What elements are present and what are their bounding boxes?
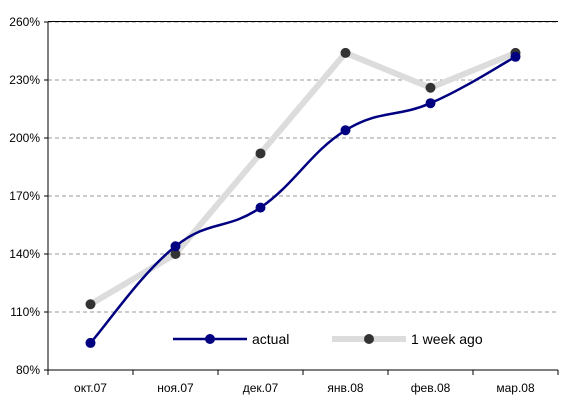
data-point-actual (510, 51, 521, 62)
data-point-1-week-ago (340, 47, 351, 58)
x-tick-label: мар.08 (496, 381, 535, 395)
data-point-1-week-ago (170, 249, 181, 259)
y-tick-label: 260% (9, 15, 40, 29)
data-point-actual (85, 337, 96, 348)
data-point-actual (170, 241, 181, 252)
data-point-actual (255, 202, 266, 213)
series-line-1-week-ago (87, 49, 519, 308)
y-tick-label: 230% (9, 73, 40, 87)
legend-swatch-marker-1-week-ago (364, 334, 374, 344)
y-tick-label: 110% (10, 305, 40, 319)
legend: actual 1 week ago (173, 331, 483, 347)
y-tick-label: 200% (9, 131, 40, 145)
legend-label-1-week-ago: 1 week ago (411, 331, 483, 347)
x-tick-label: дек.07 (243, 381, 279, 395)
series-layer (85, 47, 521, 348)
y-tick-label: 80% (16, 363, 40, 377)
data-point-1-week-ago (255, 148, 266, 159)
y-tick-label: 170% (9, 189, 40, 203)
x-tick-labels: окт.07 ноя.07 дек.07 янв.08 фев.08 мар.08 (47, 370, 559, 395)
data-point-actual (425, 98, 436, 109)
data-point-1-week-ago (85, 299, 96, 310)
legend-swatch-marker-actual (205, 334, 215, 344)
data-point-actual (340, 125, 351, 136)
x-tick-label: окт.07 (74, 381, 107, 395)
y-tick-labels: 80% 110% 140% 170% 200% 230% 260% (9, 15, 48, 377)
x-tick-label: фев.08 (411, 381, 451, 395)
data-point-1-week-ago (425, 82, 436, 93)
legend-label-actual: actual (252, 331, 289, 347)
x-tick-label: янв.08 (327, 381, 364, 395)
x-tick-label: ноя.07 (157, 381, 194, 395)
y-tick-label: 140% (9, 247, 40, 261)
